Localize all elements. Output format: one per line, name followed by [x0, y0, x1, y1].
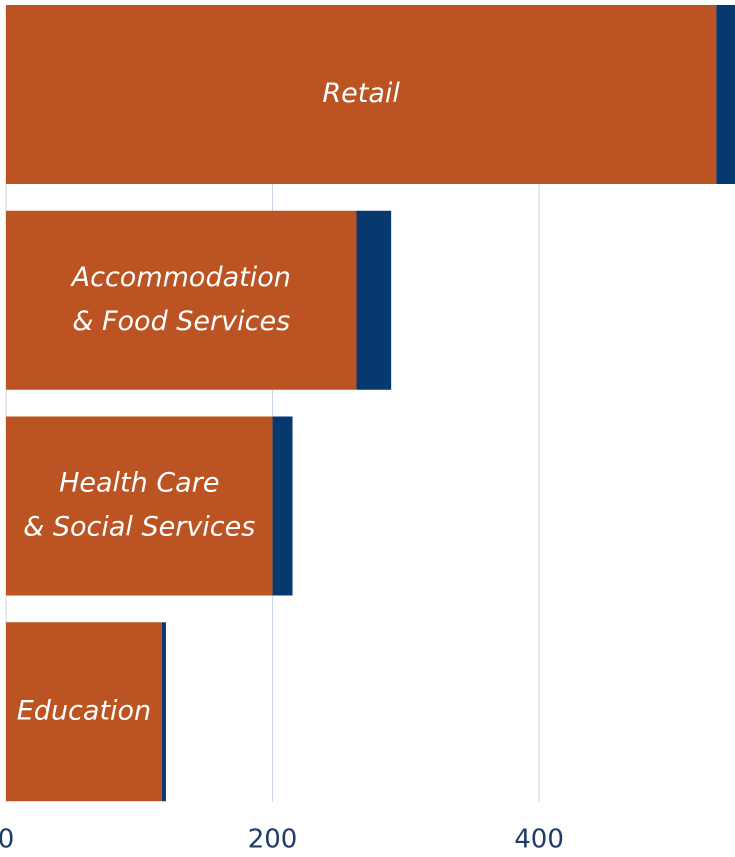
bar-segment	[6, 416, 273, 596]
bar-segment	[272, 416, 293, 596]
x-tick-label: 0	[0, 825, 14, 855]
category-label: Health Care	[59, 468, 219, 499]
category-label: & Food Services	[72, 306, 290, 337]
bar-segment	[716, 5, 735, 184]
bar-segment	[356, 210, 392, 390]
category-label: & Social Services	[23, 512, 255, 543]
bar-segment	[6, 210, 357, 390]
category-label: Accommodation	[70, 262, 291, 293]
x-tick-label: 400	[514, 825, 564, 855]
bar-segment	[161, 622, 166, 802]
bar-segment	[6, 5, 717, 184]
bar-segment	[6, 622, 162, 802]
category-label: Retail	[322, 78, 400, 109]
category-label: Education	[17, 695, 151, 726]
x-tick-label: 200	[248, 825, 298, 855]
